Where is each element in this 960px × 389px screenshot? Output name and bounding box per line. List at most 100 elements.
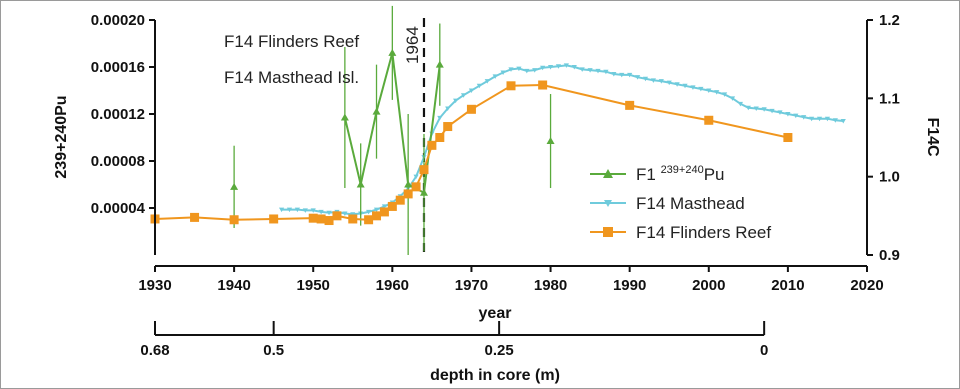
right-y-tick-label: 1.1	[879, 90, 900, 107]
masthead-point	[769, 108, 775, 114]
masthead-point	[777, 110, 783, 115]
legend-flinders-label: F14 Flinders Reef	[636, 223, 771, 242]
x-tick-label: 1950	[297, 277, 330, 294]
left-y-tick-label: 0.00004	[91, 200, 146, 217]
masthead-point	[832, 118, 838, 123]
right-y-axis-title: F14C	[924, 117, 941, 157]
x-tick-label: 2010	[771, 277, 804, 294]
masthead-point	[453, 98, 459, 104]
flinders-point	[704, 115, 714, 125]
x-tick-label: 1990	[613, 277, 646, 294]
masthead-point	[698, 86, 704, 92]
masthead-point	[801, 115, 807, 120]
depth-axis-title: depth in core (m)	[430, 367, 560, 384]
depth-tick-label: 0.68	[140, 342, 169, 359]
series-masthead-line	[281, 64, 844, 216]
masthead-point	[318, 209, 324, 215]
masthead-point	[682, 83, 688, 89]
annotation-masthead-isl: F14 Masthead Isl.	[224, 68, 359, 87]
left-y-tick-label: 0.00012	[91, 106, 145, 123]
masthead-point	[809, 116, 815, 122]
masthead-point	[540, 65, 546, 71]
flinders-point	[372, 211, 382, 221]
left-y-tick-label: 0.00020	[91, 12, 145, 29]
x-tick-label: 2020	[850, 277, 883, 294]
flinders-point	[324, 216, 334, 226]
masthead-point	[492, 74, 498, 79]
flinders-point	[229, 215, 239, 225]
left-y-tick-label: 0.00016	[91, 59, 145, 76]
masthead-point	[342, 211, 348, 216]
masthead-point	[310, 208, 316, 213]
flinders-point	[403, 189, 413, 199]
masthead-point	[816, 116, 823, 122]
masthead-point	[476, 83, 482, 89]
masthead-point	[294, 207, 300, 213]
masthead-point	[611, 72, 617, 77]
masthead-point	[286, 207, 293, 213]
legend-pu-sup: 239+240	[661, 164, 704, 176]
flinders-point	[395, 195, 405, 205]
masthead-point	[437, 115, 443, 121]
flinders-point	[466, 104, 476, 114]
flinders-point	[387, 201, 397, 211]
flinders-point	[419, 165, 429, 175]
x-tick-label: 2000	[692, 277, 725, 294]
legend-pu-suffix: Pu	[704, 165, 725, 184]
masthead-point	[278, 207, 285, 213]
masthead-point	[627, 72, 633, 78]
masthead-point	[555, 64, 562, 69]
masthead-point	[722, 92, 728, 97]
masthead-point	[484, 79, 490, 84]
masthead-point	[840, 119, 846, 124]
right-y-tick-label: 1.2	[879, 12, 900, 29]
masthead-point	[366, 209, 372, 215]
x-axis-title: year	[479, 305, 512, 322]
flinders-point	[316, 214, 326, 224]
flinders-point	[435, 133, 445, 142]
legend-pu-prefix: F1	[636, 165, 661, 184]
flinders-point	[364, 215, 374, 225]
masthead-point	[373, 207, 380, 213]
left-y-axis-title-pre: 239+240	[53, 116, 70, 179]
right-y-tick-label: 1.0	[879, 169, 900, 186]
flinders-point	[190, 212, 200, 222]
masthead-point	[571, 65, 577, 70]
masthead-point	[460, 93, 467, 98]
x-tick-label: 1970	[455, 277, 488, 294]
masthead-point	[642, 76, 649, 82]
masthead-point	[381, 204, 388, 209]
masthead-point	[824, 116, 831, 122]
masthead-point	[547, 65, 554, 70]
legend-pu-marker	[603, 169, 613, 178]
pu-point	[546, 137, 555, 145]
masthead-point	[413, 174, 419, 180]
masthead-point	[674, 82, 680, 87]
masthead-point	[785, 112, 791, 117]
masthead-point	[793, 113, 799, 119]
masthead-point	[619, 72, 625, 78]
masthead-point	[714, 90, 720, 95]
masthead-point	[658, 79, 664, 84]
pu-point	[404, 180, 413, 188]
masthead-point	[445, 106, 451, 112]
x-tick-label: 1980	[534, 277, 567, 294]
masthead-point	[753, 106, 759, 112]
pu-point	[230, 182, 239, 190]
legend-masthead-label: F14 Masthead	[636, 194, 745, 213]
masthead-point	[650, 78, 656, 83]
masthead-point	[524, 68, 530, 74]
annotation-flinders-reef: F14 Flinders Reef	[224, 32, 359, 51]
depth-tick-label: 0	[760, 342, 768, 359]
depth-tick-label: 0.25	[485, 342, 514, 359]
flinders-point	[443, 122, 453, 132]
masthead-point	[595, 68, 601, 74]
flinders-point	[427, 140, 437, 150]
left-y-tick-label: 0.00008	[91, 153, 145, 170]
depth-tick-label: 0.5	[263, 342, 284, 359]
pu-point	[372, 107, 381, 115]
flinders-point	[348, 214, 358, 224]
masthead-point	[326, 210, 332, 216]
marker-line-label: 1964	[403, 26, 422, 64]
legend-masthead-marker	[604, 200, 612, 207]
